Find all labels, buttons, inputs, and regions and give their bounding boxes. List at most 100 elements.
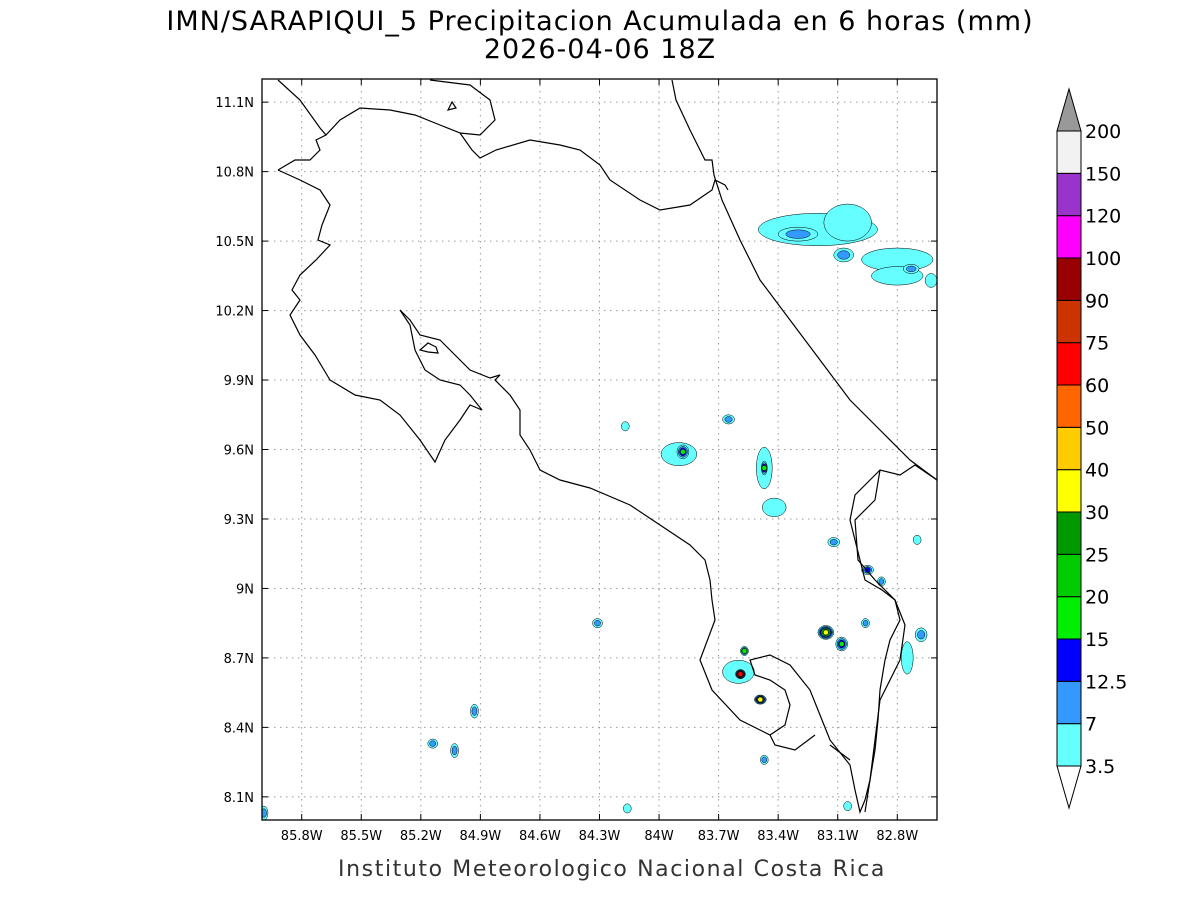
map-title: IMN/SARAPIQUI_5 Precipitacion Acumulada … — [166, 6, 1033, 37]
precip-contour — [724, 416, 733, 423]
lon-tick-label: 84.9W — [459, 829, 501, 844]
precip-contour — [864, 567, 871, 573]
precip-cell — [470, 703, 479, 719]
lon-tick-label: 85.8W — [281, 829, 323, 844]
precip-contour — [623, 803, 632, 814]
precip-contour — [906, 265, 917, 272]
lon-tick-label: 83.1W — [817, 829, 859, 844]
coastline-lake-edge — [429, 79, 496, 136]
precip-contour — [471, 706, 478, 716]
colorbar-under-triangle — [1056, 765, 1082, 810]
precip-contour — [785, 229, 811, 239]
precip-cell — [427, 738, 438, 749]
precip-contour — [262, 808, 267, 818]
precip-contour — [862, 620, 869, 627]
precip-cell — [623, 803, 632, 814]
lon-tick-label: 83.4W — [757, 829, 799, 844]
colorbar-label: 75 — [1085, 333, 1109, 355]
colorbar-swatch — [1056, 384, 1082, 428]
precip-contour — [838, 641, 845, 647]
precip-cell — [592, 618, 603, 629]
lat-tick-label: 9N — [236, 582, 254, 597]
lat-tick-label: 8.1N — [224, 791, 254, 806]
precip-cell — [760, 754, 769, 765]
map-axes: 85.8W 85.5W 85.2W 84.9W 84.6W 84.3W 84W 83.7W 83… — [215, 79, 937, 844]
precip-contour — [762, 497, 787, 517]
colorbar-legend: 3.5 7 12.5 15 20 25 30 40 50 60 75 90 100 120 150 200 — [1056, 87, 1127, 810]
precip-cell — [621, 421, 630, 432]
precip-cell — [827, 537, 840, 548]
precip-cell — [912, 534, 922, 545]
colorbar-swatch — [1056, 172, 1082, 217]
precip-contour — [843, 801, 852, 811]
precip-cell — [877, 576, 886, 587]
precip-cell — [754, 694, 767, 705]
colorbar-swatch — [1056, 680, 1082, 725]
precip-cell — [262, 805, 269, 820]
lat-tick-label: 8.7N — [224, 652, 254, 667]
precip-cell — [450, 743, 459, 758]
coastline-layer — [277, 79, 937, 814]
colorbar-swatch — [1056, 553, 1082, 598]
precip-cell — [903, 264, 920, 274]
lat-lon-grid — [262, 79, 937, 820]
colorbar-swatch — [1056, 469, 1082, 513]
colorbar-swatch — [1056, 638, 1082, 682]
precip-cell — [735, 669, 746, 679]
precip-cell — [861, 618, 870, 629]
colorbar-swatch — [1056, 130, 1082, 174]
precip-cell — [843, 801, 852, 811]
colorbar-label: 50 — [1085, 417, 1109, 439]
lat-tick-label: 10.2N — [215, 305, 254, 320]
precip-contour — [912, 534, 922, 545]
lat-tick-label: 10.8N — [215, 166, 254, 181]
precip-contour — [621, 421, 630, 432]
precip-cell — [823, 203, 872, 242]
coastline-north — [277, 79, 729, 211]
precip-cell — [740, 646, 749, 656]
precip-cell — [676, 444, 690, 460]
precip-contour — [429, 740, 437, 747]
precip-cell — [762, 497, 787, 517]
map-subtitle-datetime: 2026-04-06 18Z — [484, 34, 716, 65]
lat-tick-label: 9.9N — [224, 374, 254, 389]
precip-cell — [835, 636, 848, 652]
precip-contour — [901, 641, 914, 675]
osa-peninsula — [769, 734, 851, 761]
precip-contour — [924, 273, 937, 288]
lat-tick-label: 10.5N — [215, 235, 254, 250]
precip-contour — [757, 696, 764, 703]
colorbar-label: 12.5 — [1085, 671, 1127, 693]
lon-tick-label: 83.7W — [698, 829, 740, 844]
precip-contour — [737, 671, 744, 677]
colorbar-label: 100 — [1085, 248, 1121, 270]
precip-cell — [722, 414, 735, 425]
lon-tick-label: 84W — [644, 829, 674, 844]
precip-contour — [680, 449, 686, 455]
colorbar-swatch — [1056, 257, 1082, 301]
coastline-caribbean — [671, 79, 937, 481]
colorbar-label: 200 — [1085, 121, 1121, 143]
precip-contour — [741, 648, 748, 654]
colorbar-label: 40 — [1085, 460, 1109, 482]
lat-tick-label: 8.4N — [224, 721, 254, 736]
precip-contour — [823, 203, 872, 242]
precip-contour — [829, 539, 838, 546]
precip-contour — [451, 746, 458, 756]
colorbar-swatch — [1056, 596, 1082, 640]
lon-tick-label: 84.3W — [579, 829, 621, 844]
colorbar-label: 120 — [1085, 206, 1121, 228]
lon-tick-label: 85.2W — [400, 829, 442, 844]
precip-cell — [777, 226, 819, 242]
colorbar-label: 15 — [1085, 629, 1109, 651]
precip-cell — [914, 627, 928, 642]
colorbar-swatch — [1056, 299, 1082, 344]
precip-contour — [837, 250, 851, 260]
colorbar-label: 30 — [1085, 502, 1109, 524]
precip-contour — [761, 756, 768, 763]
colorbar-swatch — [1056, 342, 1082, 386]
colorbar-over-triangle — [1056, 87, 1082, 132]
colorbar-label: 25 — [1085, 544, 1109, 566]
precip-cell — [833, 247, 854, 263]
